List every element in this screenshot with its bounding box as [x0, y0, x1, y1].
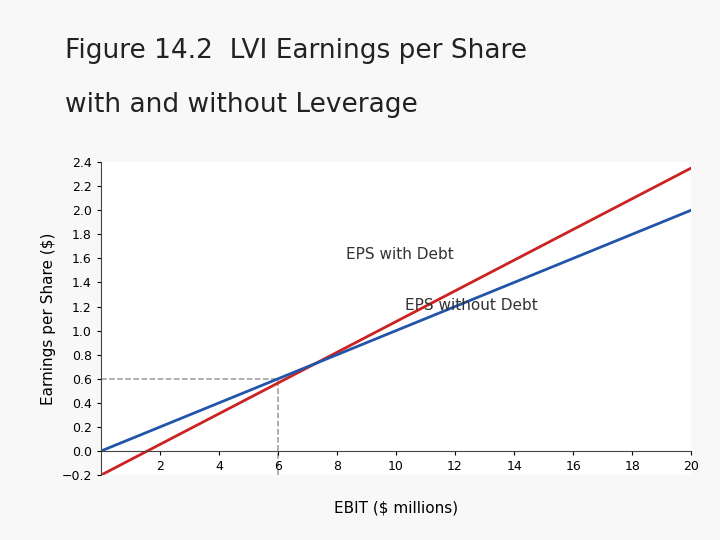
Text: EPS with Debt: EPS with Debt	[346, 247, 454, 262]
Text: EPS without Debt: EPS without Debt	[405, 298, 538, 313]
Text: with and without Leverage: with and without Leverage	[65, 92, 418, 118]
X-axis label: EBIT ($ millions): EBIT ($ millions)	[334, 500, 458, 515]
Y-axis label: Earnings per Share ($): Earnings per Share ($)	[41, 232, 56, 405]
Text: Figure 14.2  LVI Earnings per Share: Figure 14.2 LVI Earnings per Share	[65, 38, 527, 64]
